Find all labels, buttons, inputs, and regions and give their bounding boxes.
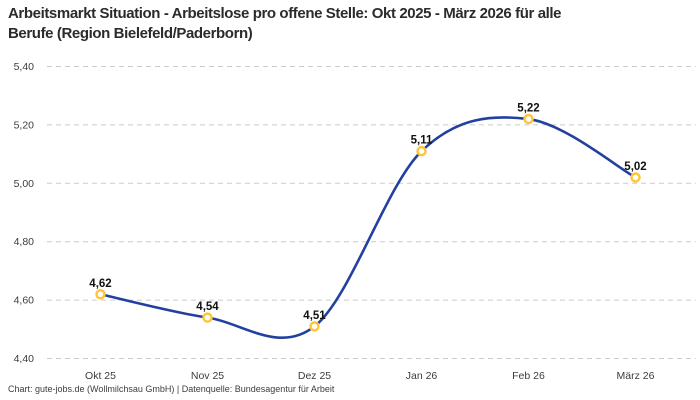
data-point-marker — [523, 113, 534, 125]
x-axis-label: Nov 25 — [191, 370, 224, 382]
data-point-label: 4,51 — [303, 310, 326, 322]
chart-title: Arbeitsmarkt Situation - Arbeitslose pro… — [8, 5, 562, 42]
data-point-label: 5,11 — [411, 135, 433, 147]
data-point-label: 4,54 — [196, 301, 219, 313]
data-point-marker — [202, 312, 213, 323]
y-axis-tick-label: 5,20 — [14, 119, 35, 131]
data-point-label: 4,62 — [89, 278, 111, 290]
y-axis-tick-label: 4,40 — [14, 353, 35, 365]
data-point-marker — [309, 321, 320, 332]
data-point-label: 5,22 — [517, 103, 539, 115]
data-point-marker — [95, 289, 106, 300]
x-axis-label: Dez 25 — [298, 370, 331, 382]
data-line — [99, 116, 637, 339]
x-axis-label: Feb 26 — [512, 370, 545, 382]
chart-source-attribution: Chart: gute-jobs.de (Wollmilchsau GmbH) … — [8, 384, 335, 394]
x-axis-label: Okt 25 — [85, 370, 116, 382]
data-point-marker — [630, 172, 641, 183]
y-axis-tick-label: 5,00 — [14, 178, 35, 190]
x-axis-label: Jan 26 — [406, 370, 438, 382]
x-axis-label: März 26 — [617, 370, 655, 382]
data-point-marker — [416, 145, 427, 157]
data-point-label: 5,02 — [624, 161, 646, 173]
y-axis-tick-label: 4,80 — [14, 236, 35, 248]
y-axis-tick-label: 4,60 — [14, 295, 35, 307]
y-axis-tick-label: 5,40 — [14, 61, 35, 73]
